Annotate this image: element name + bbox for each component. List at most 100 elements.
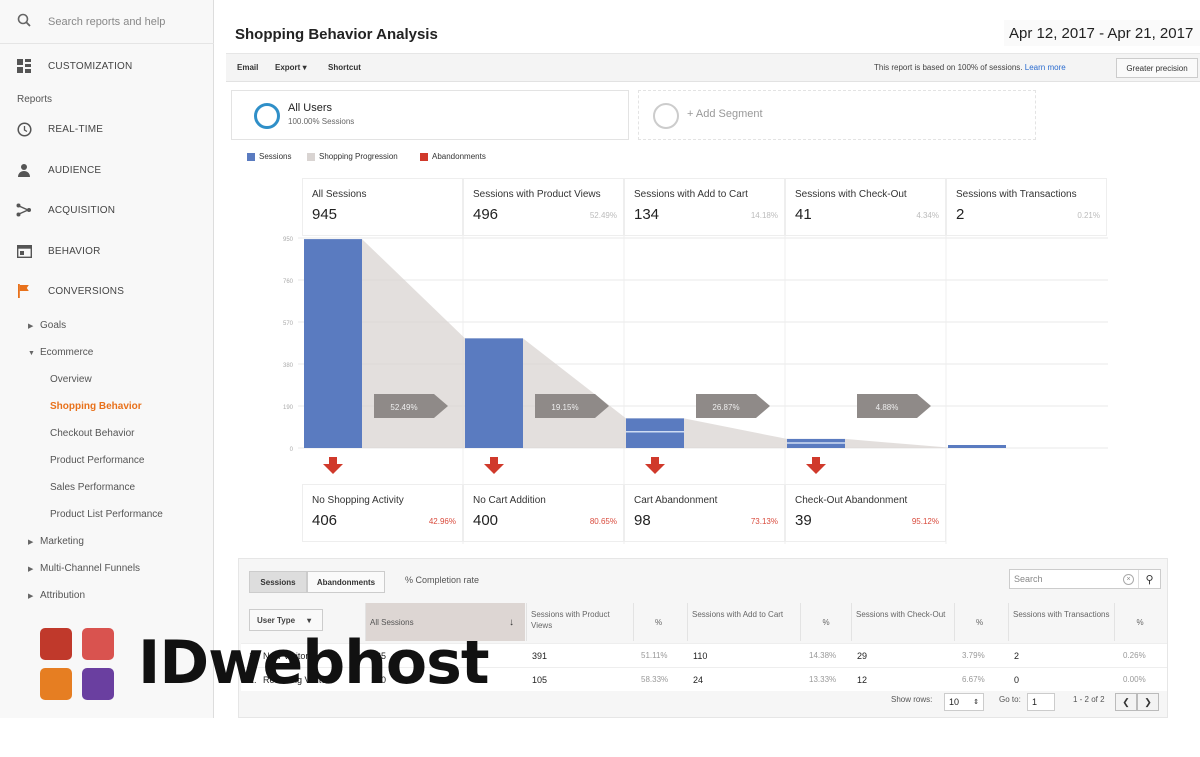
progression-rate: 52.49%	[390, 403, 417, 412]
clear-icon[interactable]: ×	[1123, 574, 1134, 585]
add-segment-button[interactable]: + Add Segment	[638, 90, 1036, 140]
table-cell: 765	[371, 651, 387, 661]
funnel-stage-card[interactable]: Sessions with Add to Cart 134 14.18%	[624, 178, 785, 236]
logo-square	[82, 668, 114, 700]
shortcut-button[interactable]: Shortcut	[328, 63, 361, 72]
segment-all-users[interactable]: All Users 100.00% Sessions	[231, 90, 629, 140]
sidebar-search[interactable]: Search reports and help	[0, 0, 214, 44]
export-button[interactable]: Export ▾	[275, 63, 307, 72]
abandonment-card[interactable]: No Cart Addition 400 80.65%	[463, 484, 624, 542]
stage-label: Sessions with Product Views	[473, 189, 601, 200]
sidebar-item-label: BEHAVIOR	[48, 245, 101, 257]
segment-title: All Users	[288, 102, 333, 114]
table-cell: 105	[532, 675, 548, 685]
sidebar-item-checkout-behavior[interactable]: Checkout Behavior	[50, 428, 135, 439]
sidebar-item-label: CUSTOMIZATION	[48, 60, 133, 72]
stage-value: 134	[634, 206, 660, 223]
show-rows-select[interactable]: 10 ⇕	[944, 693, 984, 711]
sidebar-item-product-performance[interactable]: Product Performance	[50, 455, 145, 466]
search-placeholder: Search	[1014, 574, 1043, 584]
sidebar-item-product-list-performance[interactable]: Product List Performance	[50, 509, 163, 520]
learn-more-link[interactable]: Learn more	[1024, 63, 1066, 72]
completion-rate-toggle[interactable]: % Completion rate	[405, 575, 480, 585]
next-page-button[interactable]: ❯	[1137, 693, 1159, 711]
sidebar-item-marketing[interactable]: ▶ Marketing	[28, 536, 84, 547]
row-number: 1.	[249, 651, 257, 661]
column-header[interactable]: Sessions with Product Views	[526, 603, 633, 641]
sidebar-item-overview[interactable]: Overview	[50, 374, 92, 385]
column-header[interactable]: Sessions with Transactions	[1008, 603, 1114, 641]
sampling-note: This report is based on 100% of sessions…	[874, 63, 1066, 72]
column-header[interactable]: %	[954, 603, 1004, 641]
legend-sessions: Sessions	[247, 152, 291, 161]
table-row[interactable]: 2. Returning Visitor 180 105 58.33% 24 13.33%…	[241, 667, 1167, 691]
progression-arrow	[535, 394, 609, 418]
table-cell: 14.38%	[809, 651, 837, 660]
sidebar-item-label: CONVERSIONS	[48, 285, 125, 297]
goto-input[interactable]: 1	[1027, 693, 1055, 711]
tab-abandonments[interactable]: Abandonments	[307, 571, 385, 593]
sidebar-item-acquisition[interactable]: ACQUISITION	[0, 190, 214, 230]
caret-right-icon: ▶	[28, 323, 34, 330]
user-type-link[interactable]: Returning Visitor	[263, 675, 330, 685]
stage-label: Sessions with Transactions	[956, 189, 1077, 200]
sort-desc-icon[interactable]: ↓	[509, 617, 514, 628]
stage-value: 41	[795, 206, 812, 223]
table-cell: 51.11%	[641, 651, 668, 660]
column-header[interactable]: %	[800, 603, 851, 641]
user-type-dropdown[interactable]: User Type ▾	[249, 609, 323, 631]
abandonment-label: No Shopping Activity	[312, 495, 404, 506]
logo-text: IDwebhost	[138, 628, 490, 698]
abandonment-percent: 73.13%	[750, 517, 778, 526]
sidebar-item-customization[interactable]: CUSTOMIZATION	[0, 46, 214, 86]
sidebar-item-ecommerce[interactable]: ▼ Ecommerce	[28, 347, 93, 358]
sidebar-item-behavior[interactable]: BEHAVIOR	[0, 231, 214, 271]
abandonment-card[interactable]: Cart Abandonment 98 73.13%	[624, 484, 785, 542]
sessions-bar	[948, 445, 1006, 448]
user-type-link[interactable]: New Visitor	[263, 651, 309, 661]
sidebar-item-multi-channel-funnels[interactable]: ▶ Multi-Channel Funnels	[28, 563, 140, 574]
stage-label: All Sessions	[312, 189, 367, 200]
sidebar-item-sales-performance[interactable]: Sales Performance	[50, 482, 136, 493]
sidebar: Search reports and help CUSTOMIZATION Re…	[0, 0, 214, 718]
column-header-all-sessions[interactable]: All Sessions	[365, 603, 525, 641]
legend-swatch	[420, 152, 428, 161]
tab-sessions[interactable]: Sessions	[249, 571, 307, 593]
sidebar-item-realtime[interactable]: REAL-TIME	[0, 109, 214, 149]
sidebar-item-attribution[interactable]: ▶ Attribution	[28, 590, 85, 601]
sidebar-item-goals[interactable]: ▶ Goals	[28, 320, 66, 331]
sidebar-item-label: Attribution	[40, 590, 86, 601]
abandonment-card[interactable]: No Shopping Activity 406 42.96%	[302, 484, 463, 542]
funnel-stage-card[interactable]: Sessions with Transactions 2 0.21%	[946, 178, 1107, 236]
date-range-picker[interactable]: Apr 12, 2017 - Apr 21, 2017	[1004, 20, 1200, 46]
stage-value: 2	[956, 206, 965, 223]
column-header[interactable]: Sessions with Check-Out	[851, 603, 954, 641]
column-header[interactable]: %	[633, 603, 683, 641]
logo-square	[40, 628, 72, 660]
funnel-stage-card[interactable]: Sessions with Product Views 496 52.49%	[463, 178, 624, 236]
customization-icon	[0, 59, 48, 73]
logo-square	[40, 668, 72, 700]
legend-swatch	[307, 152, 315, 161]
caret-down-icon: ▼	[28, 350, 35, 357]
table-cell: 29	[857, 651, 868, 661]
column-header[interactable]: %	[1114, 603, 1165, 641]
table-search-input[interactable]: Search × ⚲	[1009, 569, 1161, 589]
email-button[interactable]: Email	[237, 63, 259, 72]
greater-precision-button[interactable]: Greater precision	[1116, 58, 1198, 78]
sidebar-item-conversions[interactable]: CONVERSIONS	[0, 271, 214, 311]
sidebar-item-audience[interactable]: AUDIENCE	[0, 150, 214, 190]
search-icon[interactable]: ⚲	[1138, 570, 1160, 588]
table-row[interactable]: 1. New Visitor 765 391 51.11% 110 14.38% 29 3.7…	[241, 643, 1167, 667]
funnel-stage-card[interactable]: Sessions with Check-Out 41 4.34%	[785, 178, 946, 236]
funnel-stage-card[interactable]: All Sessions 945	[302, 178, 463, 236]
abandonment-label: Cart Abandonment	[634, 495, 718, 506]
column-header[interactable]: Sessions with Add to Cart	[687, 603, 800, 641]
sidebar-item-shopping-behavior[interactable]: Shopping Behavior	[50, 401, 142, 412]
abandonment-card[interactable]: Check-Out Abandonment 39 95.12%	[785, 484, 946, 542]
table-cell: 110	[693, 651, 708, 661]
prev-page-button[interactable]: ❮	[1115, 693, 1137, 711]
table-cell: 24	[693, 675, 704, 685]
abandonment-arrow-icon	[645, 457, 665, 474]
table-cell: 2	[1014, 651, 1020, 661]
